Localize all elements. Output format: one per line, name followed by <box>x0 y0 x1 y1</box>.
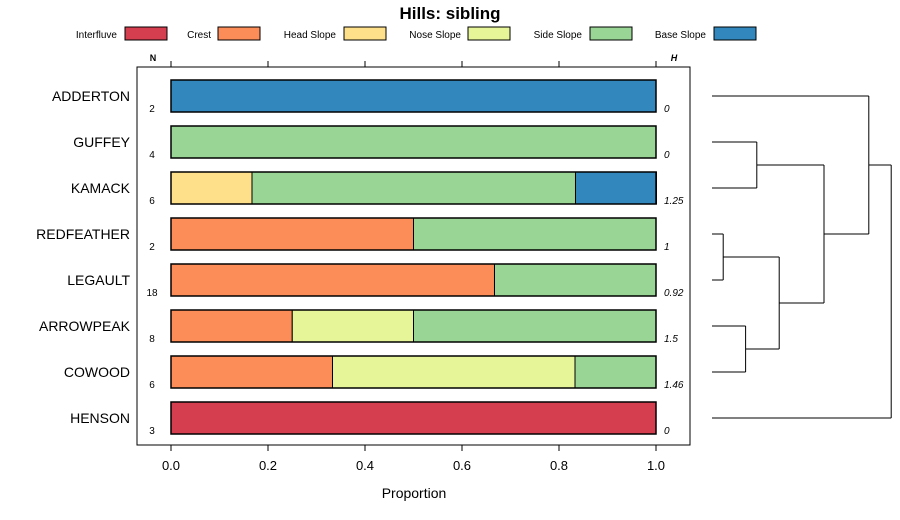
bar-segment-arrowpeak-nose-slope <box>291 309 414 343</box>
h-value: 0 <box>664 426 670 437</box>
row-label-redfeather: REDFEATHER <box>36 226 130 242</box>
row-labels: ADDERTON GUFFEY KAMACK REDFEATHER LEGAULT ARR… <box>36 88 131 426</box>
bar-outline-arrowpeak <box>170 309 657 343</box>
bar-outline-guffey <box>170 125 657 159</box>
bar-outline-cowood <box>170 355 657 389</box>
chart-title: Hills: sibling <box>399 4 500 23</box>
n-value: 18 <box>146 288 158 299</box>
bar-segment-cowood-nose-slope <box>332 355 576 389</box>
x-tick-label: 0.6 <box>453 458 471 473</box>
n-value: 2 <box>149 242 155 253</box>
n-value: 8 <box>149 334 155 345</box>
bar-segment-redfeather-side-slope <box>413 217 657 251</box>
legend-swatch-side-slope <box>589 26 633 41</box>
x-tick-label: 1.0 <box>647 458 665 473</box>
h-value: 1.5 <box>664 334 678 345</box>
legend-label-interfluve: Interfluve <box>76 30 118 41</box>
legend-label-nose-slope: Nose Slope <box>409 30 461 41</box>
x-tick-label: 0.8 <box>550 458 568 473</box>
x-tick-label: 0.0 <box>162 458 180 473</box>
plot-frame <box>136 66 691 446</box>
legend-label-head-slope: Head Slope <box>284 30 337 41</box>
bars: 2 0 4 0 6 1.25 2 1 18 0.92 8 1.5 6 1.46 3 0 <box>146 79 684 437</box>
n-value: 2 <box>149 104 155 115</box>
h-value: 0 <box>664 104 670 115</box>
bar-segment-henson-interfluve <box>170 401 657 435</box>
legend-label-crest: Crest <box>187 30 211 41</box>
legend-label-side-slope: Side Slope <box>534 30 583 41</box>
bar-segment-arrowpeak-side-slope <box>413 309 657 343</box>
bar-outline-kamack <box>170 171 657 205</box>
row-label-kamack: KAMACK <box>71 180 131 196</box>
legend-swatch-head-slope <box>343 26 387 41</box>
bar-segment-kamack-head-slope <box>170 171 253 205</box>
x-tick-label: 0.2 <box>259 458 277 473</box>
legend-swatch-nose-slope <box>467 26 511 41</box>
x-axis: 0.0 0.2 0.4 0.6 0.8 1.0 <box>162 61 665 473</box>
row-label-guffey: GUFFEY <box>73 134 130 150</box>
bar-segment-adderton-base-slope <box>170 79 657 113</box>
row-label-adderton: ADDERTON <box>52 88 130 104</box>
h-header: H <box>671 53 678 63</box>
n-value: 6 <box>149 380 155 391</box>
h-value: 1 <box>664 242 670 253</box>
bar-segment-kamack-side-slope <box>251 171 576 205</box>
bar-segment-kamack-base-slope <box>574 171 657 205</box>
bar-outline-henson <box>170 401 657 435</box>
dendrogram <box>712 95 892 419</box>
row-label-cowood: COWOOD <box>64 364 130 380</box>
h-value: 0 <box>664 150 670 161</box>
n-value: 3 <box>149 426 155 437</box>
bar-outline-adderton <box>170 79 657 113</box>
bar-segment-guffey-side-slope <box>170 125 657 159</box>
legend-swatch-crest <box>217 26 261 41</box>
bar-segment-cowood-crest <box>170 355 334 389</box>
row-label-legault: LEGAULT <box>67 272 130 288</box>
bar-segment-redfeather-crest <box>170 217 414 251</box>
h-value: 1.46 <box>664 380 684 391</box>
bar-outline-legault <box>170 263 657 297</box>
legend-swatch-base-slope <box>713 26 757 41</box>
x-tick-label: 0.4 <box>356 458 374 473</box>
bar-segment-legault-crest <box>170 263 495 297</box>
x-axis-title: Proportion <box>382 485 447 501</box>
bar-outline-redfeather <box>170 217 657 251</box>
legend-label-base-slope: Base Slope <box>655 30 707 41</box>
legend: Interfluve Crest Head Slope Nose Slope Side … <box>76 26 757 41</box>
n-header: N <box>150 53 157 63</box>
bar-segment-arrowpeak-crest <box>170 309 293 343</box>
h-value: 0.92 <box>664 288 684 299</box>
row-label-arrowpeak: ARROWPEAK <box>39 318 131 334</box>
h-value: 1.25 <box>664 196 684 207</box>
legend-swatch-interfluve <box>124 26 168 41</box>
bar-segment-legault-side-slope <box>493 263 657 297</box>
bar-segment-cowood-side-slope <box>574 355 657 389</box>
n-value: 4 <box>149 150 155 161</box>
row-label-henson: HENSON <box>70 410 130 426</box>
n-value: 6 <box>149 196 155 207</box>
